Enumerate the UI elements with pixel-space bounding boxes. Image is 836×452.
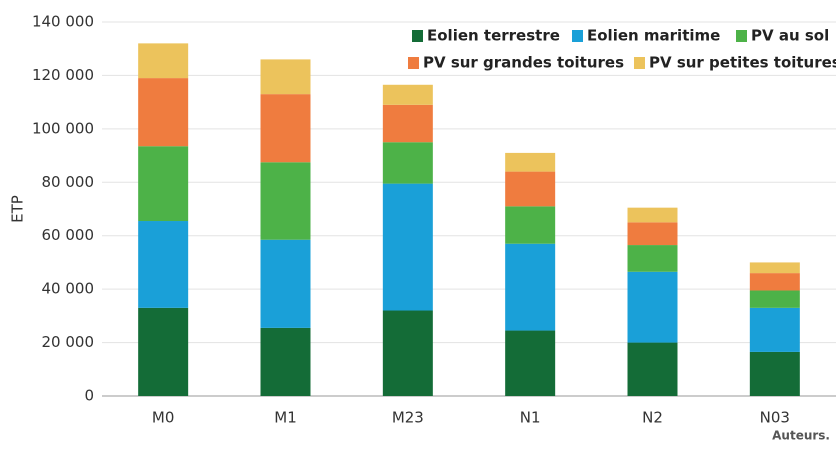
bar-segment — [382, 310, 433, 396]
legend-swatch — [572, 30, 583, 42]
bar-segment — [382, 142, 433, 184]
legend-label: Eolien maritime — [587, 27, 720, 45]
bar-segment — [749, 290, 800, 308]
legend-swatch — [412, 30, 423, 42]
bar-segment — [505, 206, 556, 244]
bar-segment — [627, 222, 678, 246]
y-axis-label: ETP — [9, 195, 27, 223]
bar-segment — [749, 262, 800, 274]
y-tick-label: 0 — [84, 387, 94, 405]
bar-segment — [260, 327, 311, 396]
bar-segment — [382, 183, 433, 311]
bar-segment — [138, 146, 189, 222]
bar-segment — [627, 342, 678, 396]
bar-segment — [138, 307, 189, 396]
legend-label: PV sur petites toitures — [649, 54, 836, 72]
bar-segment — [627, 207, 678, 223]
bar-segment — [260, 239, 311, 328]
bar-segment — [749, 351, 800, 396]
bar-segment — [505, 171, 556, 207]
y-tick-label: 100 000 — [32, 119, 94, 137]
x-tick-label: N1 — [520, 409, 541, 427]
bar-segment — [627, 271, 678, 343]
y-tick-label: 80 000 — [42, 173, 95, 191]
bar-segment — [749, 273, 800, 291]
bar-segment — [505, 243, 556, 331]
x-tick-label: M23 — [392, 409, 424, 427]
y-tick-label: 60 000 — [42, 226, 95, 244]
source: Auteurs. — [772, 429, 830, 443]
bar-segment — [138, 43, 189, 79]
bar-segment — [138, 78, 189, 147]
bar-segment — [260, 162, 311, 240]
bar-segment — [260, 59, 311, 95]
bar-segment — [505, 330, 556, 396]
bar-segment — [749, 307, 800, 352]
legend-swatch — [408, 57, 419, 69]
y-tick-label: 140 000 — [32, 13, 94, 31]
legend-label: PV au sol — [751, 27, 829, 45]
y-tick-label: 40 000 — [42, 280, 95, 298]
bar-segment — [260, 94, 311, 163]
x-tick-label: M1 — [274, 409, 297, 427]
x-tick-label: M0 — [152, 409, 175, 427]
y-tick-label: 20 000 — [42, 333, 95, 351]
legend-label: Eolien terrestre — [427, 27, 560, 45]
legend-label: PV sur grandes toitures — [423, 54, 624, 72]
x-tick-label: N2 — [642, 409, 663, 427]
bar-segment — [505, 152, 556, 172]
legend-swatch — [634, 57, 645, 69]
y-tick-label: 120 000 — [32, 66, 94, 84]
bar-segment — [627, 245, 678, 272]
x-tick-label: N03 — [760, 409, 790, 427]
bar-segment — [382, 84, 433, 105]
bar-segment — [138, 221, 189, 308]
bar-segment — [382, 104, 433, 143]
legend-swatch — [736, 30, 747, 42]
